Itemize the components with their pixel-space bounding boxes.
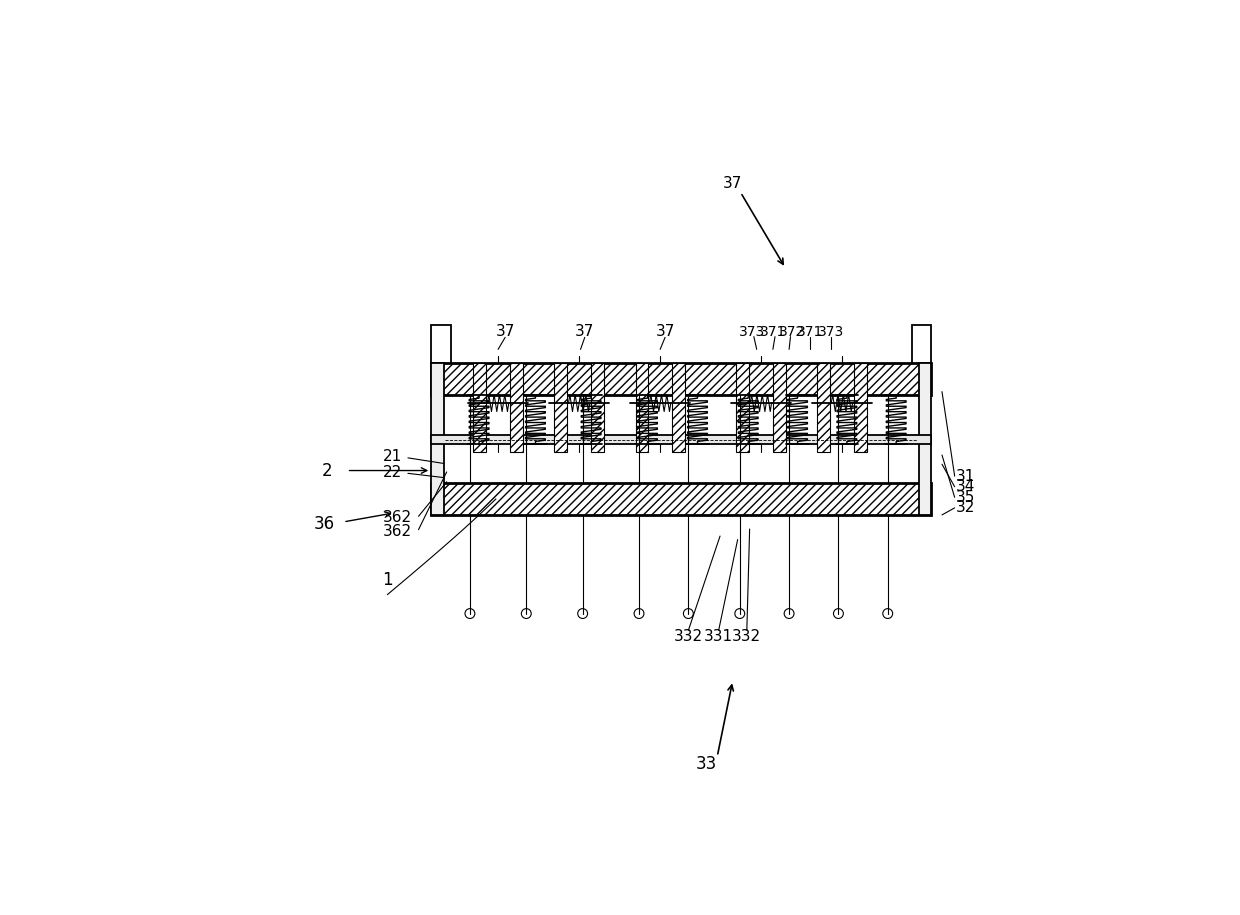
Bar <box>474 363 486 451</box>
Bar <box>911 325 931 363</box>
Text: 37: 37 <box>496 324 515 339</box>
Text: 332: 332 <box>733 630 761 644</box>
Text: 373: 373 <box>739 325 765 339</box>
Text: 331: 331 <box>704 630 733 644</box>
Bar <box>773 363 786 451</box>
Text: 1: 1 <box>382 572 393 589</box>
Bar <box>672 363 684 451</box>
Bar <box>817 363 830 451</box>
Text: 362: 362 <box>383 510 412 524</box>
Bar <box>432 363 444 515</box>
Text: 32: 32 <box>956 501 976 515</box>
Text: 371: 371 <box>760 325 786 339</box>
Text: 34: 34 <box>956 479 976 494</box>
Bar <box>432 363 931 395</box>
Bar <box>591 363 604 451</box>
Bar <box>510 363 523 451</box>
Text: 362: 362 <box>383 523 412 539</box>
Bar <box>554 363 567 451</box>
Text: 33: 33 <box>696 755 717 772</box>
Text: 37: 37 <box>575 324 594 339</box>
Bar <box>854 363 867 451</box>
Text: 35: 35 <box>956 490 976 505</box>
Bar <box>432 325 451 363</box>
Text: 31: 31 <box>956 468 976 484</box>
Text: 371: 371 <box>797 325 823 339</box>
Text: 37: 37 <box>723 177 743 191</box>
Bar <box>919 363 931 515</box>
Text: 373: 373 <box>818 325 844 339</box>
Text: 332: 332 <box>673 630 703 644</box>
Text: 21: 21 <box>383 449 402 464</box>
Bar <box>432 435 931 445</box>
Text: 22: 22 <box>383 465 402 480</box>
Bar <box>635 363 649 451</box>
Text: 372: 372 <box>779 325 805 339</box>
Text: 36: 36 <box>314 515 335 533</box>
Text: 2: 2 <box>321 461 332 479</box>
Bar <box>432 483 931 515</box>
Bar <box>737 363 749 451</box>
Text: 37: 37 <box>656 324 675 339</box>
